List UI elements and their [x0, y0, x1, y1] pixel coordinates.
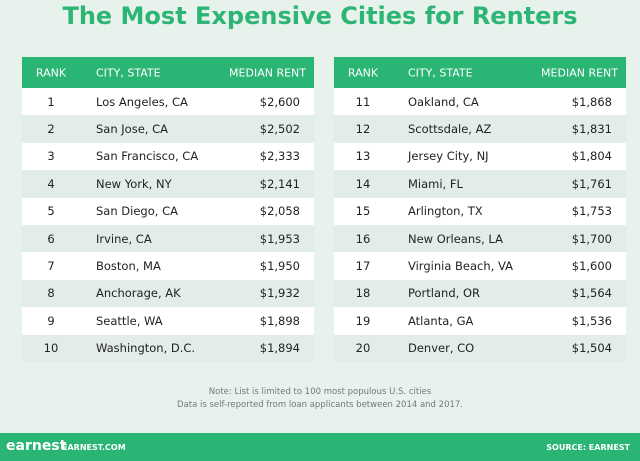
table-cell: Seattle, WA: [96, 313, 163, 328]
table-cell: $2,058: [259, 204, 300, 219]
table-cell: $1,804: [571, 149, 612, 164]
table-row: 15 Arlington, TX $1,753: [334, 197, 626, 225]
table-cell: $1,761: [571, 176, 612, 191]
table-cell: 3: [47, 149, 55, 164]
table-cell: $1,564: [571, 286, 612, 301]
table-cell: 19: [355, 313, 371, 328]
table-row: 6 Irvine, CA $1,953: [22, 224, 314, 253]
table-cell: $1,536: [571, 313, 612, 328]
header-row: RANK CITY, STATE MEDIAN RENT: [334, 57, 626, 88]
table-cell: San Jose, CA: [96, 122, 168, 137]
table-cell: $2,333: [259, 149, 300, 164]
table-cell: Miami, FL: [408, 176, 463, 191]
header-cell: CITY, STATE: [96, 66, 161, 79]
note: Data is self-reported from loan applican…: [176, 400, 463, 410]
note: Note: List is limited to 100 most populo…: [208, 387, 432, 397]
table-cell: Anchorage, AK: [96, 286, 181, 301]
table-row: 13 Jersey City, NJ $1,804: [334, 142, 626, 171]
table-cell: $2,141: [259, 176, 300, 191]
header-cell: RANK: [35, 66, 67, 79]
table-row: 7 Boston, MA $1,950: [22, 252, 314, 280]
header-cell: CITY, STATE: [408, 66, 473, 79]
table-cell: Los Angeles, CA: [96, 94, 188, 109]
table-cell: $1,868: [571, 94, 612, 109]
table-cell: 10: [43, 341, 59, 356]
table-row: 9 Seattle, WA $1,898: [22, 307, 314, 335]
table-cell: $1,504: [571, 341, 612, 356]
table-cell: 14: [355, 176, 371, 191]
table-row: 18 Portland, OR $1,564: [334, 279, 626, 308]
table-row: 14 Miami, FL $1,761: [334, 170, 626, 198]
table-cell: $1,953: [259, 231, 300, 246]
table-row: 20 Denver, CO $1,504: [334, 334, 626, 362]
table-cell: 6: [47, 231, 55, 246]
table-cell: 1: [47, 94, 55, 109]
table-row: 11 Oakland, CA $1,868: [334, 88, 626, 116]
footer: earnest EARNEST.COM SOURCE: EARNEST: [0, 433, 640, 461]
header-cell: MEDIAN RENT: [541, 66, 618, 79]
table-row: 19 Atlanta, GA $1,536: [334, 307, 626, 335]
table-cell: 17: [355, 259, 371, 274]
table-cell: Arlington, TX: [408, 204, 483, 219]
table-row: 8 Anchorage, AK $1,932: [22, 279, 314, 308]
source: SOURCE: EARNEST: [546, 443, 630, 452]
table-cell: 16: [355, 231, 371, 246]
table-cell: $1,932: [259, 286, 300, 301]
table-cell: San Francisco, CA: [96, 149, 199, 164]
table-cell: 12: [355, 122, 371, 137]
table-cell: Jersey City, NJ: [408, 149, 489, 164]
table-cell: Portland, OR: [408, 286, 480, 301]
table-cell: 7: [47, 259, 55, 274]
table-cell: 9: [47, 313, 55, 328]
table-cell: Washington, D.C.: [96, 341, 196, 356]
table-cell: $1,753: [571, 204, 612, 219]
table-cell: 20: [355, 341, 371, 356]
table-cell: 8: [47, 286, 55, 301]
table-cell: Atlanta, GA: [408, 313, 474, 328]
table-row: 10 Washington, D.C. $1,894: [22, 334, 314, 362]
table-cell: Irvine, CA: [96, 231, 152, 246]
table-row: 12 Scottsdale, AZ $1,831: [334, 115, 626, 143]
logo: earnest: [6, 438, 67, 454]
table-cell: $1,700: [571, 231, 612, 246]
table-cell: Denver, CO: [408, 341, 475, 356]
table: RANK CITY, STATE MEDIAN RENT 11 Oakland, CA $…: [334, 57, 626, 362]
table-cell: New York, NY: [96, 176, 172, 191]
table-row: 1 Los Angeles, CA $2,600: [22, 88, 314, 116]
site-link: EARNEST.COM: [62, 443, 126, 452]
table: RANK CITY, STATE MEDIAN RENT 1 Los Angeles, …: [22, 57, 314, 362]
table-cell: Virginia Beach, VA: [408, 259, 513, 274]
table-cell: Scottsdale, AZ: [408, 122, 492, 137]
table-row: 3 San Francisco, CA $2,333: [22, 142, 314, 171]
table-cell: 15: [355, 204, 371, 219]
header-cell: RANK: [347, 66, 379, 79]
table-cell: 2: [47, 122, 55, 137]
table-row: 17 Virginia Beach, VA $1,600: [334, 252, 626, 280]
table-row: 2 San Jose, CA $2,502: [22, 115, 314, 143]
table-row: 16 New Orleans, LA $1,700: [334, 224, 626, 253]
table-cell: $2,502: [259, 122, 300, 137]
header-row: RANK CITY, STATE MEDIAN RENT: [22, 57, 314, 88]
table-cell: $1,898: [259, 313, 300, 328]
table-cell: $2,600: [259, 94, 300, 109]
table-cell: Boston, MA: [96, 259, 161, 274]
table-cell: 13: [355, 149, 371, 164]
table-cell: $1,831: [571, 122, 612, 137]
table-cell: 4: [47, 176, 55, 191]
table-row: 5 San Diego, CA $2,058: [22, 197, 314, 225]
header-cell: MEDIAN RENT: [229, 66, 306, 79]
table-cell: $1,894: [259, 341, 300, 356]
table-cell: 11: [355, 94, 371, 109]
table-cell: Oakland, CA: [408, 94, 479, 109]
table-cell: $1,950: [259, 259, 300, 274]
table-cell: New Orleans, LA: [408, 231, 503, 246]
notes: Note: List is limited to 100 most populo…: [0, 386, 640, 412]
table-cell: San Diego, CA: [96, 204, 178, 219]
table-cell: 5: [47, 204, 55, 219]
table-cell: 18: [355, 286, 371, 301]
title: The Most Expensive Cities for Renters: [62, 2, 578, 30]
table-cell: $1,600: [571, 259, 612, 274]
table-row: 4 New York, NY $2,141: [22, 170, 314, 198]
